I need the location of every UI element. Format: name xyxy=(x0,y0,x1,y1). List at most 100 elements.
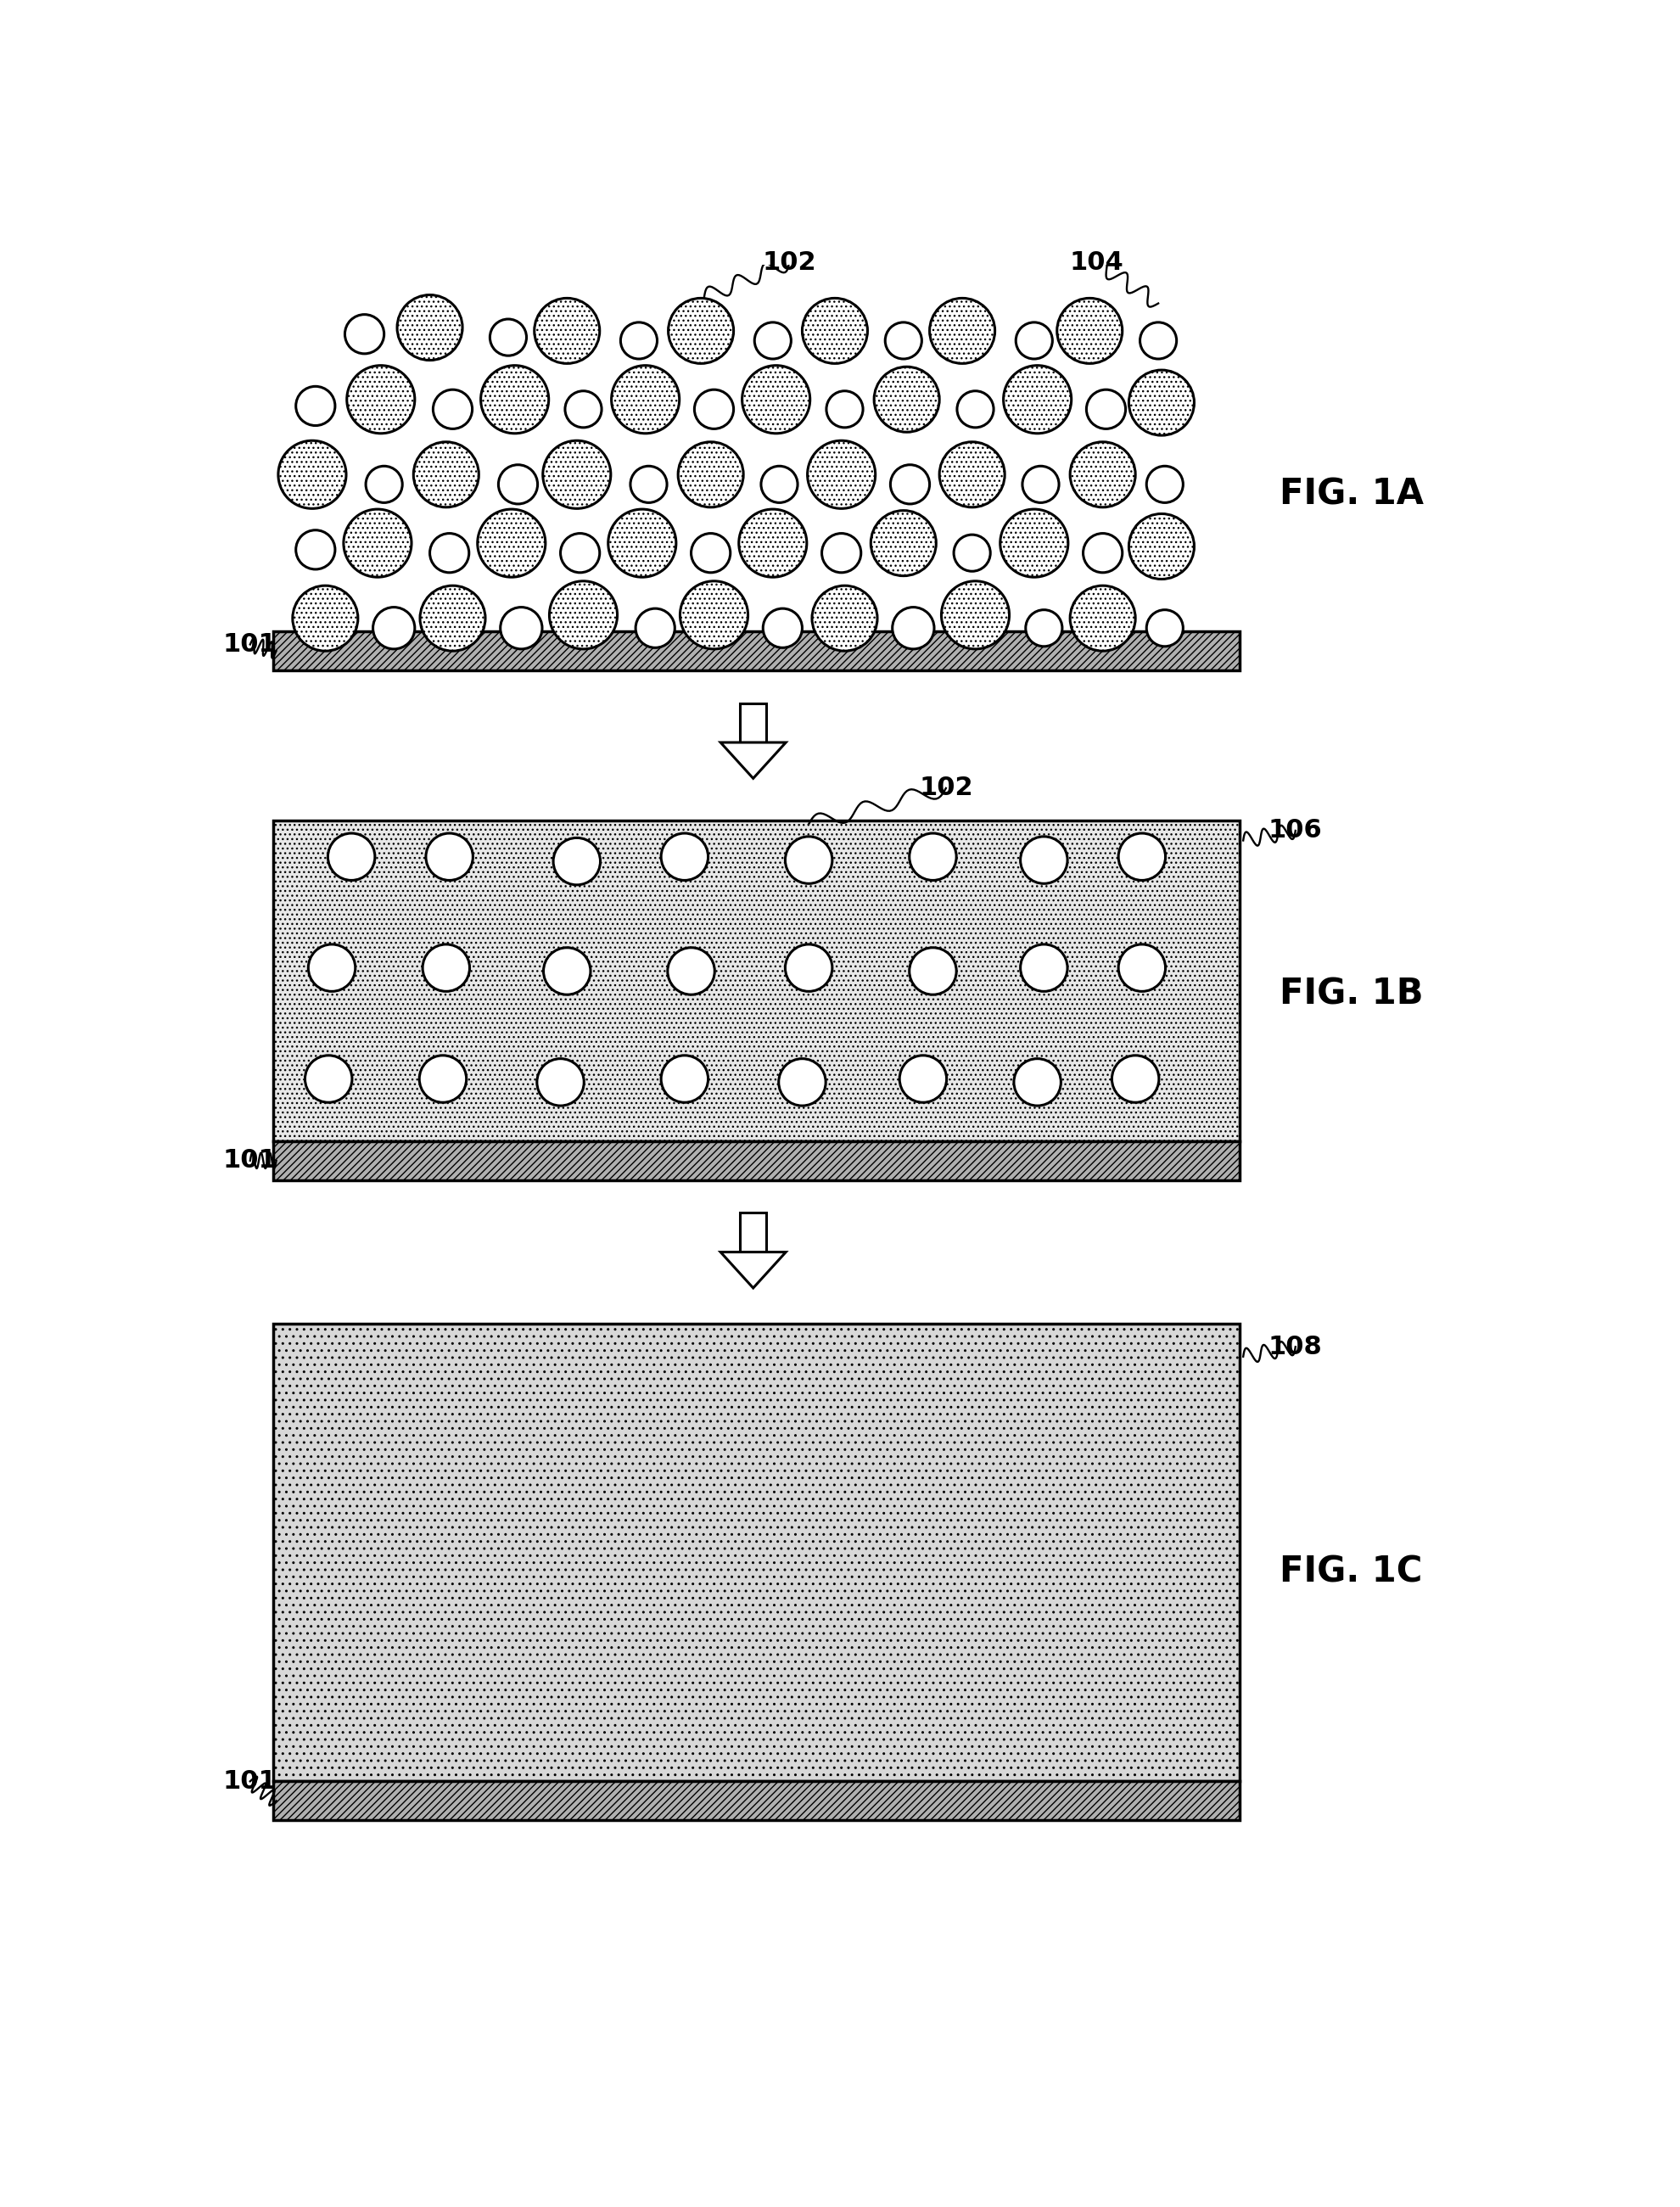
Circle shape xyxy=(1025,609,1062,647)
Circle shape xyxy=(763,609,803,647)
Circle shape xyxy=(694,391,734,428)
Circle shape xyxy=(1087,391,1126,428)
Circle shape xyxy=(544,947,591,995)
Circle shape xyxy=(373,607,415,649)
Circle shape xyxy=(328,834,375,881)
Circle shape xyxy=(870,510,936,576)
Circle shape xyxy=(366,466,403,503)
Circle shape xyxy=(899,1055,946,1104)
Circle shape xyxy=(480,366,549,433)
Circle shape xyxy=(885,322,922,360)
Circle shape xyxy=(827,391,864,428)
Circle shape xyxy=(808,441,875,508)
Text: 108: 108 xyxy=(1268,1335,1322,1360)
Circle shape xyxy=(1000,510,1068,578)
Circle shape xyxy=(811,585,877,651)
Circle shape xyxy=(909,947,956,995)
Text: 102: 102 xyxy=(763,249,816,274)
Text: 101: 101 xyxy=(223,1770,277,1794)
Circle shape xyxy=(620,322,657,360)
Circle shape xyxy=(1112,1055,1159,1104)
Circle shape xyxy=(292,585,358,651)
Bar xyxy=(272,821,1240,1141)
Circle shape xyxy=(743,366,810,433)
Circle shape xyxy=(296,530,334,569)
Circle shape xyxy=(754,322,791,360)
Circle shape xyxy=(1129,371,1194,435)
Circle shape xyxy=(1141,322,1176,360)
Circle shape xyxy=(549,580,617,649)
Circle shape xyxy=(785,945,832,991)
Circle shape xyxy=(1003,366,1072,433)
Circle shape xyxy=(553,839,600,885)
Circle shape xyxy=(296,386,334,426)
Circle shape xyxy=(346,366,415,433)
Circle shape xyxy=(423,945,470,991)
Circle shape xyxy=(608,510,675,578)
Circle shape xyxy=(1023,466,1058,503)
Circle shape xyxy=(630,466,667,503)
Circle shape xyxy=(958,391,993,428)
Circle shape xyxy=(803,298,867,364)
Circle shape xyxy=(890,466,929,503)
Text: FIG. 1A: FIG. 1A xyxy=(1278,477,1423,512)
Circle shape xyxy=(1146,466,1183,503)
Circle shape xyxy=(761,466,798,503)
Circle shape xyxy=(1013,1059,1062,1106)
Circle shape xyxy=(543,441,612,508)
Circle shape xyxy=(477,510,546,578)
Text: 104: 104 xyxy=(1068,249,1124,274)
Text: FIG. 1C: FIG. 1C xyxy=(1278,1554,1421,1589)
Circle shape xyxy=(667,947,714,995)
Circle shape xyxy=(534,298,600,364)
Circle shape xyxy=(669,298,734,364)
Circle shape xyxy=(1016,322,1052,360)
Bar xyxy=(272,1324,1240,1781)
Circle shape xyxy=(413,441,479,508)
Circle shape xyxy=(739,510,806,578)
Circle shape xyxy=(874,366,939,433)
Circle shape xyxy=(954,534,991,572)
Circle shape xyxy=(279,441,346,508)
Circle shape xyxy=(892,607,934,649)
Circle shape xyxy=(679,441,743,508)
Circle shape xyxy=(1020,836,1067,883)
Circle shape xyxy=(538,1059,585,1106)
Circle shape xyxy=(1084,534,1122,572)
Polygon shape xyxy=(721,742,786,779)
Circle shape xyxy=(785,836,832,883)
Circle shape xyxy=(941,580,1010,649)
Circle shape xyxy=(1070,585,1136,651)
Bar xyxy=(741,704,766,742)
Circle shape xyxy=(309,945,356,991)
Circle shape xyxy=(1129,514,1194,578)
Circle shape xyxy=(433,391,472,428)
Text: 102: 102 xyxy=(919,777,973,801)
Circle shape xyxy=(344,510,412,578)
Text: FIG. 1B: FIG. 1B xyxy=(1278,975,1423,1011)
Circle shape xyxy=(306,1055,353,1104)
Circle shape xyxy=(420,1055,467,1104)
Circle shape xyxy=(612,366,679,433)
Circle shape xyxy=(430,534,469,572)
Circle shape xyxy=(1119,945,1166,991)
Circle shape xyxy=(1119,834,1166,881)
Circle shape xyxy=(499,466,538,503)
Circle shape xyxy=(491,320,526,355)
Bar xyxy=(272,1781,1240,1821)
Text: 106: 106 xyxy=(1268,819,1322,843)
Circle shape xyxy=(420,585,486,651)
Circle shape xyxy=(680,580,748,649)
Circle shape xyxy=(635,609,675,647)
Circle shape xyxy=(662,1055,709,1104)
Circle shape xyxy=(929,298,995,364)
Circle shape xyxy=(939,441,1005,508)
Circle shape xyxy=(662,834,709,881)
Polygon shape xyxy=(721,1251,786,1289)
Circle shape xyxy=(344,313,385,353)
Bar xyxy=(741,1214,766,1251)
Circle shape xyxy=(1146,609,1183,647)
Circle shape xyxy=(425,834,474,881)
Circle shape xyxy=(501,607,543,649)
Bar xyxy=(272,631,1240,671)
